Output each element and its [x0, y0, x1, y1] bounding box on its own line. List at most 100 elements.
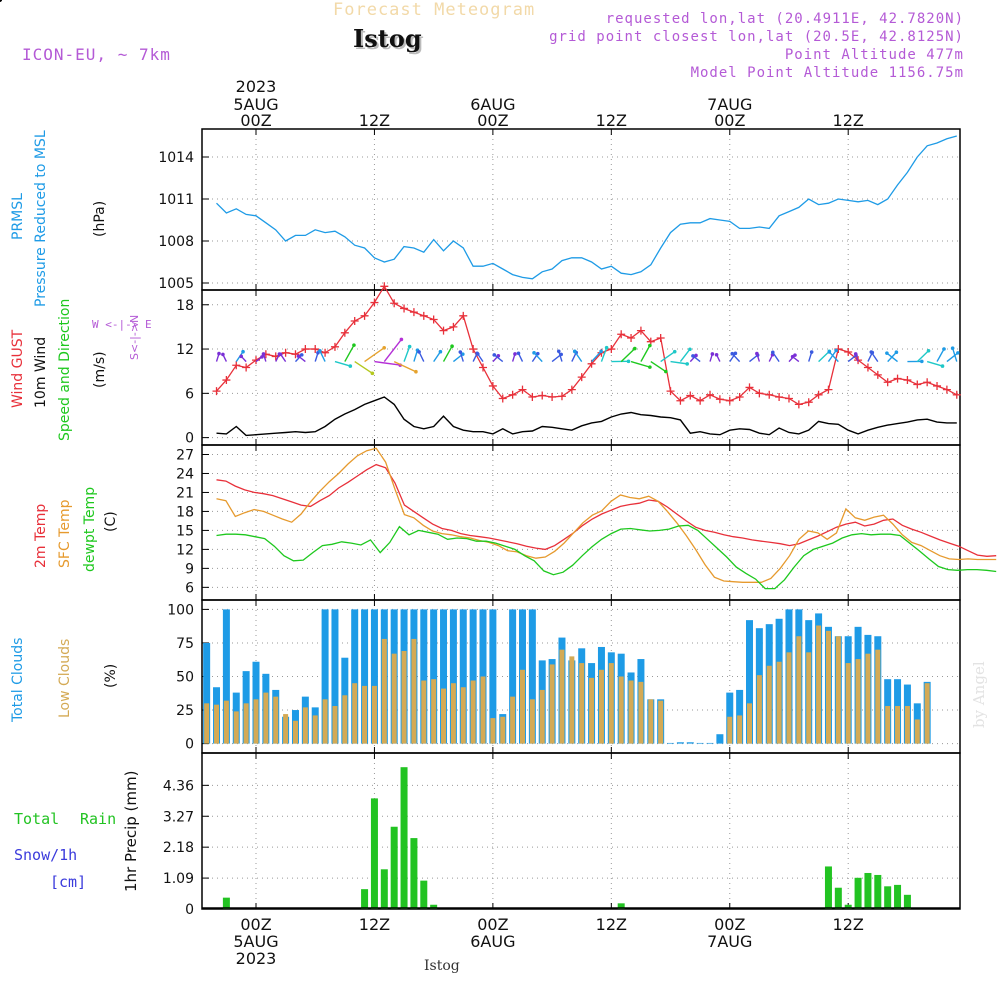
- gust-marker: [676, 396, 685, 405]
- wind-arrow-head: [513, 352, 517, 356]
- y-tick-label: 27: [176, 447, 194, 463]
- signature: by Angel: [970, 661, 988, 728]
- gust-line: [216, 285, 958, 406]
- wind-arrow: [493, 354, 504, 363]
- gust-marker: [301, 345, 310, 354]
- wind-arrow-head: [894, 350, 899, 355]
- model-name: ICON-EU, ~ 7km: [22, 45, 171, 64]
- gust-marker: [291, 350, 300, 359]
- low-cloud-bar: [371, 685, 377, 744]
- y-tick-label: 0: [185, 902, 194, 918]
- wind-arrow: [620, 348, 636, 363]
- gust-marker: [844, 348, 853, 356]
- gust-marker: [330, 342, 339, 351]
- low-cloud-bar: [875, 649, 881, 744]
- wind-arrow: [650, 361, 667, 373]
- low-cloud-bar: [835, 636, 841, 744]
- wind-arrow: [670, 360, 688, 365]
- low-cloud-bar: [312, 715, 318, 744]
- panel-frame: [201, 128, 961, 291]
- time-label-year: 2023: [236, 77, 277, 96]
- low-cloud-bar: [885, 706, 891, 744]
- time-label-top: 5AUG: [233, 95, 278, 114]
- gust-marker: [508, 390, 517, 399]
- y-tick-label: 100: [167, 602, 194, 618]
- gust-marker: [933, 381, 942, 390]
- wind-arrow-head: [626, 359, 631, 364]
- wind-arrow-head: [535, 351, 540, 356]
- wind-arrow: [374, 360, 401, 366]
- wind-arrow-head: [476, 352, 480, 356]
- wind-arrow-head: [414, 369, 418, 374]
- time-label-bottom: 5AUG: [233, 932, 278, 951]
- time-label-bottom: 00Z: [714, 915, 745, 934]
- y-tick-label: 0: [185, 431, 194, 447]
- total-cloud-bar: [331, 609, 339, 744]
- y-tick-label: 1008: [158, 234, 194, 250]
- gust-marker: [281, 348, 290, 357]
- wind-arrow: [916, 350, 930, 363]
- gust-marker: [577, 373, 586, 382]
- total-cloud-bar: [469, 609, 477, 744]
- wind-arrow-head: [450, 344, 454, 349]
- wind-arrow: [574, 350, 583, 362]
- wind-arrow-head: [492, 353, 497, 357]
- pressure-line: [216, 135, 957, 280]
- precip-bar: [361, 889, 369, 909]
- precip-bar: [824, 866, 832, 909]
- gust-marker: [863, 363, 872, 372]
- wind-arrow: [951, 348, 958, 362]
- requested-coords: requested lon,lat (20.4911E, 42.7820N): [605, 11, 964, 27]
- total-cloud-bar: [746, 620, 753, 744]
- time-label-bottom: 2023: [236, 949, 277, 968]
- gust-marker: [765, 390, 774, 399]
- low-cloud-bar: [292, 720, 298, 744]
- low-cloud-bar: [342, 695, 348, 744]
- total-cloud-bar: [203, 642, 211, 744]
- wind-arrow: [364, 347, 385, 363]
- time-label-top: 6AUG: [470, 95, 515, 114]
- low-cloud-bar: [747, 703, 752, 744]
- low-cloud-bar: [263, 692, 269, 744]
- low-cloud-bar: [431, 679, 437, 744]
- wind-arrow-head: [950, 346, 955, 351]
- time-label-bottom: 12Z: [359, 915, 390, 934]
- wind-arrow-head: [733, 351, 738, 356]
- total-cloud-bar: [430, 609, 438, 744]
- low-cloud-bar: [421, 680, 427, 744]
- total-cloud-bar: [361, 609, 369, 744]
- gust-marker: [429, 315, 438, 324]
- wind-arrow-head: [730, 351, 735, 356]
- point-altitude: Point Altitude 477m: [784, 47, 964, 63]
- time-label-top: 12Z: [359, 111, 390, 130]
- low-cloud-bar: [519, 669, 525, 744]
- wind-arrow-head: [920, 359, 924, 364]
- y-tick-label: 50: [176, 670, 194, 686]
- time-label-top: 00Z: [477, 111, 508, 130]
- time-label-bottom: 7AUG: [707, 932, 752, 951]
- low-cloud-bar: [332, 706, 338, 744]
- gust-marker: [873, 370, 882, 379]
- wind-arrow: [679, 348, 691, 363]
- precip-bar: [370, 798, 378, 909]
- gust-marker: [419, 311, 428, 320]
- wind-arrow-head: [296, 354, 301, 358]
- wind-arrow: [772, 351, 780, 362]
- gust-marker: [696, 396, 705, 405]
- total-cloud-bar: [676, 742, 684, 744]
- wind-arrow-head: [318, 348, 322, 353]
- wind-arrow: [660, 351, 676, 363]
- gust-marker: [735, 393, 744, 402]
- low-cloud-bar: [658, 700, 664, 744]
- gust-marker: [706, 390, 715, 399]
- wind-arrow-head: [809, 350, 814, 354]
- wind-arrow-head: [869, 350, 874, 354]
- gust-marker: [479, 363, 488, 372]
- gust-marker: [409, 308, 418, 317]
- wind-arrow-head: [572, 349, 577, 354]
- wind-arrow-head: [260, 355, 264, 359]
- gust-marker: [666, 387, 675, 396]
- wind-arrow-head: [0, 0, 2, 2]
- gust-marker: [617, 330, 626, 339]
